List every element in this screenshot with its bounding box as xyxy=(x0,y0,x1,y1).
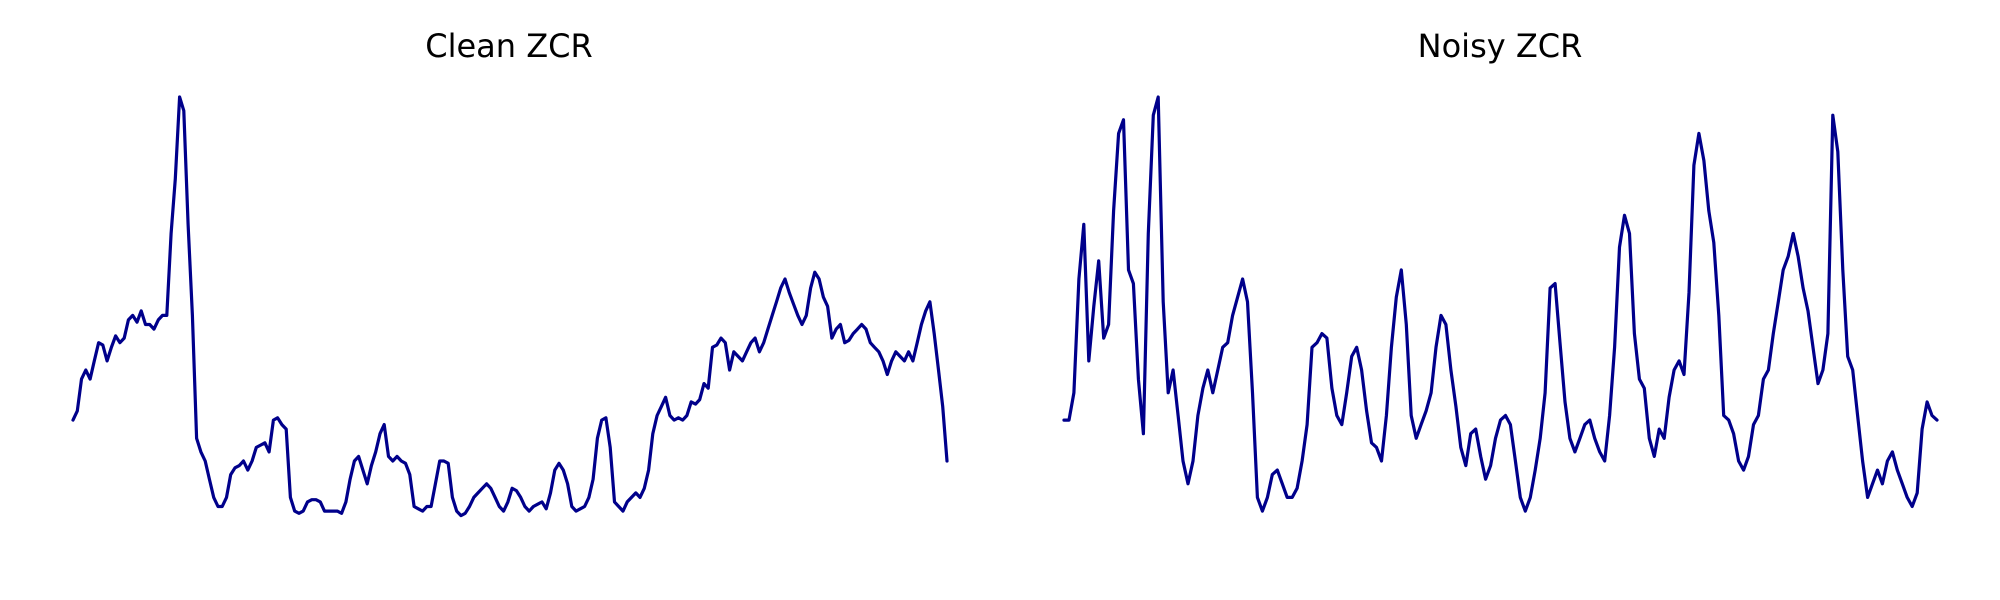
chart-panel-noisy: Noisy ZCR xyxy=(1062,27,1939,513)
chart-title-clean: Clean ZCR xyxy=(425,27,592,65)
series-line-clean-zcr xyxy=(71,95,949,518)
series-line-noisy-zcr xyxy=(1062,95,1939,513)
chart-title-noisy: Noisy ZCR xyxy=(1418,27,1583,65)
chart-panel-clean: Clean ZCR xyxy=(71,27,949,518)
